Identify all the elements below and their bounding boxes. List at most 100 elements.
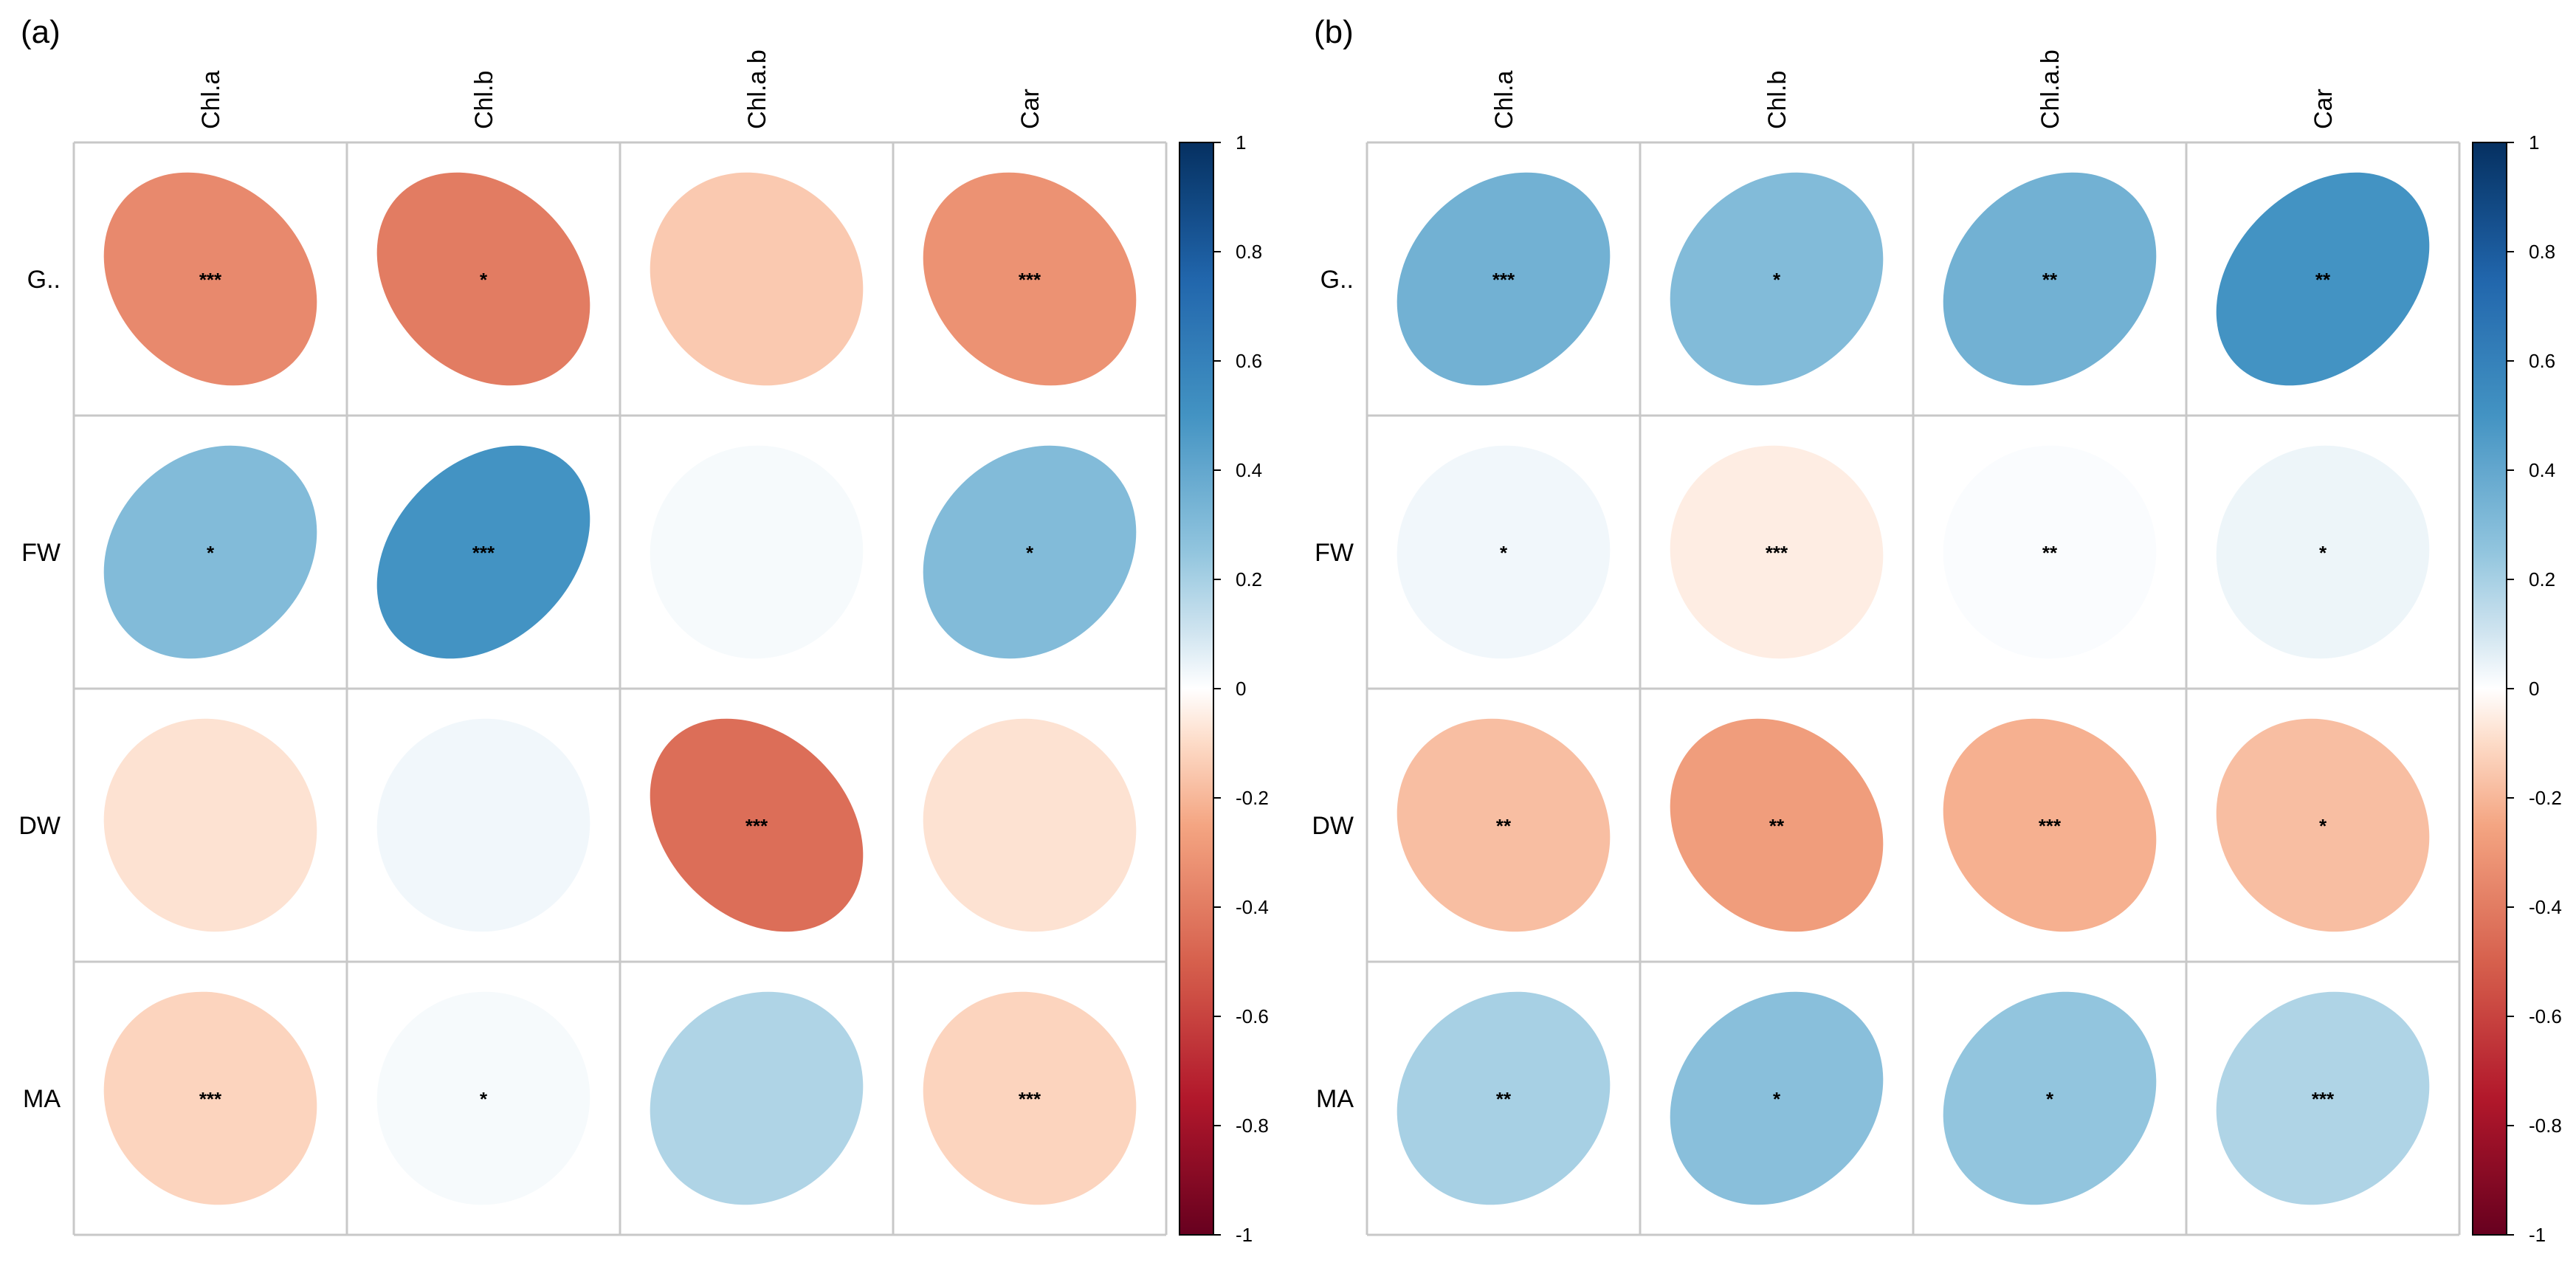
row-label-G..: G.. <box>27 266 61 294</box>
panel-a: (a)*** * **** *** ******* * ***Chl.a Chl.b Chl.a… <box>18 14 1269 1246</box>
sig-G..-Car: ** <box>2315 269 2331 291</box>
colorbar <box>1179 142 1214 1236</box>
colorbar-tick-label: 0.8 <box>2529 241 2555 263</box>
ellipse-MA-Chl.b <box>376 991 590 1205</box>
col-label-Chl.a: Chl.a <box>197 71 225 129</box>
ellipse-DW-Car <box>2216 718 2430 932</box>
col-label-Chl.a.b: Chl.a.b <box>2036 49 2064 129</box>
colorbar-tick-label: -0.2 <box>1236 787 1269 809</box>
ellipse-G..-Car <box>2216 172 2430 386</box>
row-label-DW: DW <box>18 812 61 840</box>
sig-DW-Chl.b: ** <box>1769 815 1785 837</box>
ellipse-FW-Chl.a <box>1397 445 1611 659</box>
sig-DW-Chl.a.b: *** <box>2039 815 2062 837</box>
sig-MA-Chl.b: * <box>480 1088 488 1110</box>
ellipse-MA-Chl.a.b <box>1943 991 2157 1205</box>
col-label-Chl.a.b: Chl.a.b <box>743 49 771 129</box>
ellipse-G..-Car <box>923 172 1137 386</box>
colorbar-tick-label: 0.2 <box>2529 568 2555 590</box>
ellipse-G..-Chl.b <box>1670 172 1884 386</box>
panel-label: (b) <box>1314 14 1354 50</box>
colorbar-tick-label: 0 <box>2529 678 2539 700</box>
ellipse-DW-Chl.a <box>1397 718 1611 932</box>
ellipse-G..-Chl.a.b <box>650 172 864 386</box>
ellipse-MA-Chl.a <box>103 991 317 1205</box>
sig-MA-Car: *** <box>2312 1088 2335 1110</box>
ellipse-FW-Car <box>2216 445 2430 659</box>
col-label-Car: Car <box>1016 89 1044 129</box>
col-label-Chl.b: Chl.b <box>1763 71 1791 129</box>
sig-MA-Chl.a.b: * <box>2046 1088 2054 1110</box>
colorbar-tick-label: 0.8 <box>1236 241 1262 263</box>
colorbar-tick-label: 0.6 <box>2529 350 2555 372</box>
row-label-MA: MA <box>23 1085 61 1113</box>
colorbar-tick-label: -1 <box>1236 1224 1253 1246</box>
sig-G..-Chl.a.b: ** <box>2042 269 2058 291</box>
sig-DW-Car: * <box>2319 815 2327 837</box>
col-label-Chl.a: Chl.a <box>1490 71 1518 129</box>
row-label-DW: DW <box>1312 812 1354 840</box>
row-label-FW: FW <box>21 539 61 567</box>
colorbar-tick-label: -0.2 <box>2529 787 2562 809</box>
ellipse-DW-Car <box>923 718 1137 932</box>
ellipse-MA-Car <box>923 991 1137 1205</box>
row-label-G..: G.. <box>1320 266 1354 294</box>
colorbar-tick-label: -0.4 <box>1236 896 1269 918</box>
ellipse-FW-Chl.b <box>376 445 590 659</box>
sig-MA-Chl.a: *** <box>199 1088 222 1110</box>
sig-MA-Car: *** <box>1019 1088 1041 1110</box>
ellipse-FW-Chl.a.b <box>650 445 864 659</box>
ellipse-DW-Chl.a.b <box>650 718 864 932</box>
colorbar-tick-label: 1 <box>1236 131 1246 154</box>
sig-DW-Chl.a: ** <box>1496 815 1512 837</box>
colorbar-tick-label: 0.6 <box>1236 350 1262 372</box>
sig-DW-Chl.a.b: *** <box>745 815 768 837</box>
colorbar-tick-label: 0.4 <box>2529 459 2555 481</box>
row-label-MA: MA <box>1316 1085 1354 1113</box>
colorbar-tick-label: 1 <box>2529 131 2539 154</box>
sig-FW-Chl.b: *** <box>1766 542 1788 564</box>
sig-G..-Car: *** <box>1019 269 1041 291</box>
sig-FW-Car: * <box>1026 542 1034 564</box>
ellipse-MA-Chl.b <box>1670 991 1884 1205</box>
ellipse-FW-Car <box>923 445 1137 659</box>
panel-label: (a) <box>21 14 61 50</box>
colorbar-tick-label: -1 <box>2529 1224 2546 1246</box>
colorbar-tick-label: -0.4 <box>2529 896 2562 918</box>
colorbar <box>2472 142 2507 1236</box>
row-label-FW: FW <box>1315 539 1354 567</box>
sig-FW-Chl.a.b: ** <box>2042 542 2058 564</box>
colorbar-tick-label: -0.6 <box>2529 1005 2562 1027</box>
colorbar-tick-label: 0.2 <box>1236 568 1262 590</box>
ellipse-FW-Chl.a <box>103 445 317 659</box>
colorbar-tick-label: -0.6 <box>1236 1005 1269 1027</box>
sig-G..-Chl.b: * <box>1773 269 1781 291</box>
sig-FW-Chl.b: *** <box>472 542 495 564</box>
colorbar-tick-label: -0.8 <box>2529 1115 2562 1137</box>
colorbar-tick-label: -0.8 <box>1236 1115 1269 1137</box>
sig-MA-Chl.b: * <box>1773 1088 1781 1110</box>
ellipse-DW-Chl.a.b <box>1943 718 2157 932</box>
col-label-Car: Car <box>2310 89 2338 129</box>
colorbar-tick-label: 0 <box>1236 678 1246 700</box>
sig-G..-Chl.a: *** <box>1492 269 1515 291</box>
ellipse-DW-Chl.b <box>1670 718 1884 932</box>
ellipse-FW-Chl.a.b <box>1943 445 2157 659</box>
ellipse-G..-Chl.a.b <box>1943 172 2157 386</box>
sig-G..-Chl.a: *** <box>199 269 222 291</box>
ellipse-MA-Chl.a <box>1397 991 1611 1205</box>
panel-b: (b)*** * ** *** *** ** *** ** *** *** * * ***Chl.a Ch… <box>1312 14 2562 1246</box>
sig-G..-Chl.b: * <box>480 269 488 291</box>
sig-FW-Car: * <box>2319 542 2327 564</box>
ellipse-G..-Chl.a <box>1397 172 1611 386</box>
sig-FW-Chl.a: * <box>1500 542 1508 564</box>
col-label-Chl.b: Chl.b <box>470 71 498 129</box>
colorbar-tick-label: 0.4 <box>1236 459 1262 481</box>
ellipse-MA-Car <box>2216 991 2430 1205</box>
ellipse-FW-Chl.b <box>1670 445 1884 659</box>
sig-FW-Chl.a: * <box>207 542 215 564</box>
ellipse-G..-Chl.b <box>376 172 590 386</box>
ellipse-MA-Chl.a.b <box>650 991 864 1205</box>
sig-MA-Chl.a: ** <box>1496 1088 1512 1110</box>
